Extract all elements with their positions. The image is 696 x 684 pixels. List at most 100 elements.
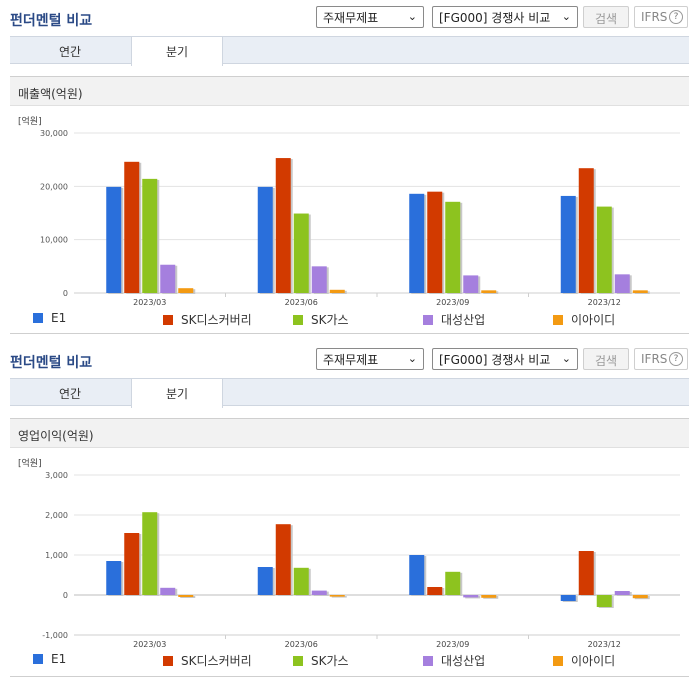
help-icon[interactable]: ? (669, 352, 683, 366)
ifrs-button[interactable]: IFRS ? (634, 6, 688, 28)
tab-annual[interactable]: 연간 (58, 45, 82, 59)
legend-swatch (423, 656, 433, 666)
bar-SK가스-2023/03 (142, 178, 158, 293)
bar-E1-2023/12 (560, 195, 576, 293)
statement-select[interactable]: 주재무제표 ⌄ (316, 6, 424, 28)
bar-SK디스커버리-2023/06 (275, 524, 291, 595)
y-tick-label: 3,000 (45, 471, 68, 480)
period-tabs: 연간 분기 (10, 378, 689, 408)
operating-profit-bar-chart: [억원] -1,000 0 1,000 2,000 3,000 2023/03 2023/06… (18, 457, 680, 648)
tab-quarter[interactable]: 분기 (131, 379, 223, 408)
x-tick-label: 2023/09 (436, 640, 469, 648)
bar-E1-2023/12 (560, 595, 576, 601)
bar-이아이디-2023/06 (329, 289, 345, 293)
legend-item[interactable]: 이아이디 (553, 311, 615, 328)
chevron-down-icon: ⌄ (407, 10, 417, 23)
legend-swatch (423, 315, 433, 325)
unit-label: [억원] (18, 457, 42, 469)
x-tick-label: 2023/12 (588, 298, 621, 306)
y-tick-label: 30,000 (40, 129, 68, 138)
legend-item[interactable]: E1 (33, 652, 66, 666)
legend-label: 이아이디 (571, 313, 616, 327)
legend-label: E1 (51, 311, 67, 325)
bar-E1-2023/03 (106, 561, 122, 595)
y-tick-label: 1,000 (45, 551, 68, 560)
legend-item[interactable]: 대성산업 (423, 652, 485, 669)
chevron-down-icon: ⌄ (561, 352, 571, 365)
bar-대성산업-2023/06 (311, 590, 327, 595)
legend-label: E1 (51, 652, 67, 666)
bar-대성산업-2023/09 (463, 595, 479, 598)
bar-SK가스-2023/09 (445, 201, 461, 293)
legend-swatch (163, 315, 173, 325)
bar-이아이디-2023/03 (178, 288, 194, 293)
bar-대성산업-2023/03 (160, 264, 176, 293)
ifrs-label: IFRS (641, 352, 668, 366)
panel-title: 펀더멘털 비교 (10, 13, 93, 29)
bar-SK디스커버리-2023/03 (124, 161, 140, 293)
bar-E1-2023/09 (409, 555, 425, 595)
bar-E1-2023/06 (257, 567, 273, 595)
bar-SK가스-2023/12 (596, 206, 612, 293)
legend-item[interactable]: 대성산업 (423, 311, 485, 328)
bar-대성산업-2023/03 (160, 587, 176, 595)
x-tick-label: 2023/03 (133, 640, 166, 648)
peer-select-value: [FG000] 경쟁사 비교 (439, 11, 551, 25)
legend-swatch (293, 656, 303, 666)
x-tick-label: 2023/06 (285, 298, 318, 306)
tab-annual[interactable]: 연간 (58, 387, 82, 401)
legend-swatch (163, 656, 173, 666)
bar-SK디스커버리-2023/09 (427, 587, 443, 595)
legend-item[interactable]: SK디스커버리 (163, 652, 252, 669)
revenue-bar-chart: [억원] 0 10,000 20,000 30,000 2023/03 2023/06 202… (18, 115, 680, 306)
legend-label: 이아이디 (571, 654, 616, 668)
bar-SK디스커버리-2023/06 (275, 158, 291, 293)
y-tick-label: 0 (63, 289, 68, 298)
fundamental-panel-revenue: 펀더멘털 비교 주재무제표 ⌄ [FG000] 경쟁사 비교 ⌄ 검색 IFRS… (0, 0, 696, 340)
unit-label: [억원] (18, 115, 42, 127)
chart-legend: E1 SK디스커버리 SK가스 대성산업 이아이디 (0, 652, 696, 668)
bar-shadow (331, 596, 347, 598)
x-tick-label: 2023/06 (285, 640, 318, 648)
search-button[interactable]: 검색 (583, 348, 629, 370)
bar-SK디스커버리-2023/12 (578, 551, 594, 595)
chart-heading: 매출액(억원) (10, 76, 689, 106)
legend-item[interactable]: SK가스 (293, 652, 349, 669)
bar-SK가스-2023/09 (445, 571, 461, 595)
search-button[interactable]: 검색 (583, 6, 629, 28)
x-tick-label: 2023/09 (436, 298, 469, 306)
legend-item[interactable]: SK가스 (293, 311, 349, 328)
bar-대성산업-2023/09 (463, 275, 479, 293)
x-tick-label: 2023/03 (133, 298, 166, 306)
peer-select[interactable]: [FG000] 경쟁사 비교 ⌄ (432, 6, 578, 28)
chart-heading: 영업이익(억원) (10, 418, 689, 448)
peer-select-value: [FG000] 경쟁사 비교 (439, 353, 551, 367)
bar-대성산업-2023/12 (614, 274, 630, 293)
ifrs-button[interactable]: IFRS ? (634, 348, 688, 370)
legend-label: SK디스커버리 (181, 654, 252, 668)
bar-SK디스커버리-2023/12 (578, 168, 594, 293)
bar-이아이디-2023/09 (481, 595, 497, 598)
legend-item[interactable]: SK디스커버리 (163, 311, 252, 328)
x-tick-label: 2023/12 (588, 640, 621, 648)
period-tabs: 연간 분기 (10, 36, 689, 66)
legend-item[interactable]: 이아이디 (553, 652, 615, 669)
panel-divider (10, 676, 689, 677)
y-tick-label: 2,000 (45, 511, 68, 520)
help-icon[interactable]: ? (669, 10, 683, 24)
legend-swatch (33, 654, 43, 664)
panel-title: 펀더멘털 비교 (10, 355, 93, 371)
peer-select[interactable]: [FG000] 경쟁사 비교 ⌄ (432, 348, 578, 370)
statement-select-value: 주재무제표 (323, 11, 379, 25)
legend-label: 대성산업 (441, 654, 486, 668)
y-tick-label: -1,000 (42, 631, 68, 640)
statement-select[interactable]: 주재무제표 ⌄ (316, 348, 424, 370)
panel-divider (10, 333, 689, 334)
statement-select-value: 주재무제표 (323, 353, 379, 367)
tab-quarter[interactable]: 분기 (131, 37, 223, 66)
ifrs-label: IFRS (641, 10, 668, 24)
legend-item[interactable]: E1 (33, 311, 66, 325)
bar-대성산업-2023/06 (311, 266, 327, 293)
y-tick-label: 20,000 (40, 182, 68, 191)
bar-SK디스커버리-2023/03 (124, 533, 140, 595)
